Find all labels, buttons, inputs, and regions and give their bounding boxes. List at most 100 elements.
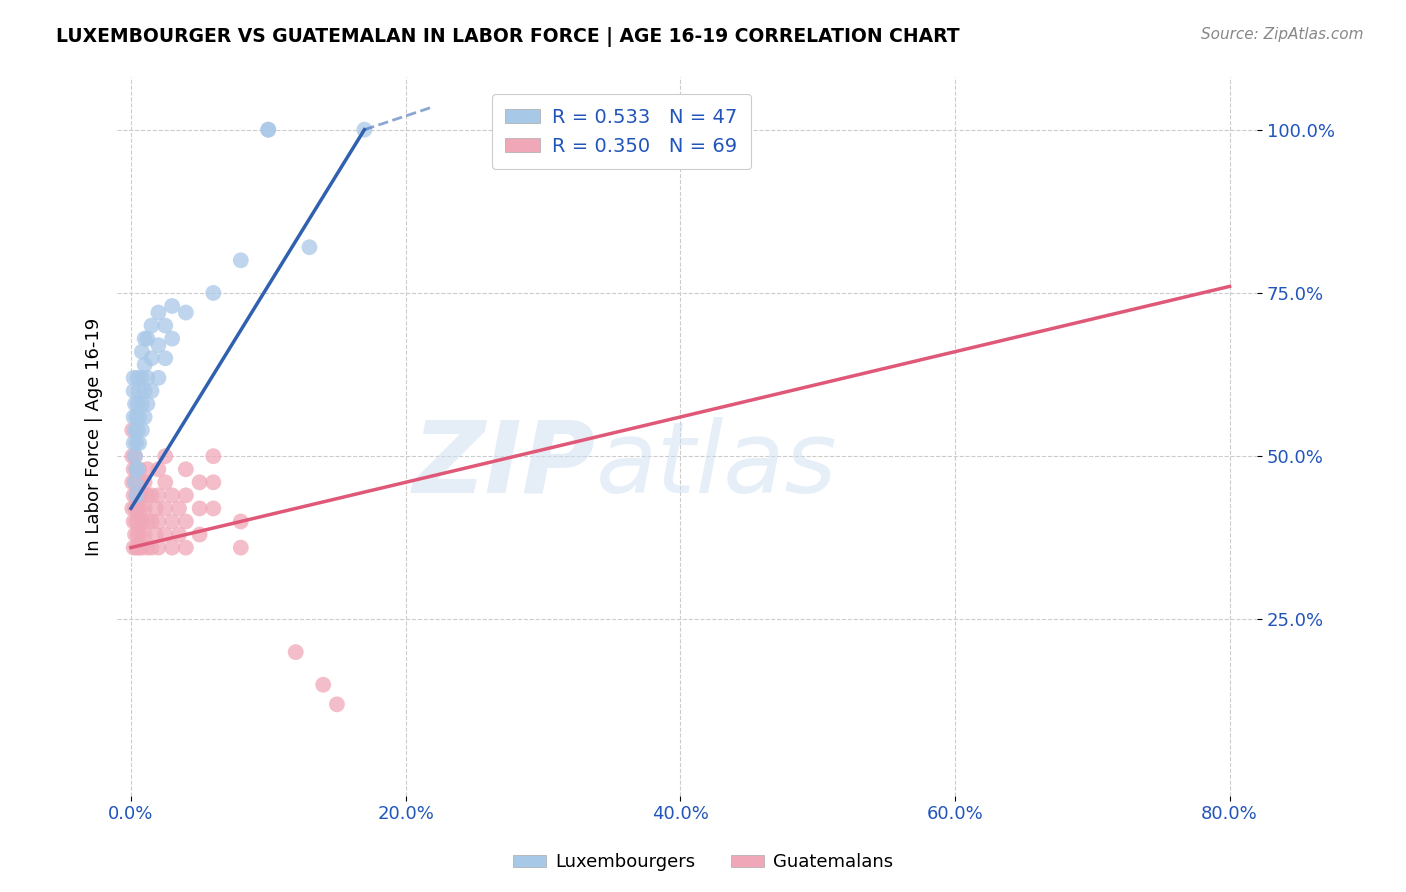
Point	[128, 384, 150, 398]
Point	[121, 475, 143, 490]
Y-axis label: In Labor Force | Age 16-19: In Labor Force | Age 16-19	[86, 318, 103, 556]
Point	[141, 384, 163, 398]
Point	[131, 423, 153, 437]
Point	[136, 371, 159, 385]
Point	[174, 541, 197, 555]
Point	[122, 541, 145, 555]
Point	[257, 122, 280, 136]
Point	[125, 462, 148, 476]
Point	[121, 501, 143, 516]
Point	[124, 397, 146, 411]
Point	[131, 541, 153, 555]
Point	[124, 527, 146, 541]
Point	[134, 409, 156, 424]
Text: atlas: atlas	[596, 417, 838, 514]
Point	[134, 475, 156, 490]
Point	[134, 358, 156, 372]
Point	[128, 488, 150, 502]
Point	[160, 299, 183, 313]
Point	[127, 462, 149, 476]
Point	[125, 409, 148, 424]
Point	[124, 423, 146, 437]
Point	[129, 527, 152, 541]
Point	[188, 527, 211, 541]
Point	[141, 541, 163, 555]
Point	[202, 449, 225, 463]
Point	[127, 423, 149, 437]
Point	[202, 475, 225, 490]
Point	[122, 515, 145, 529]
Point	[141, 515, 163, 529]
Point	[128, 515, 150, 529]
Point	[124, 449, 146, 463]
Point	[128, 541, 150, 555]
Text: Source: ZipAtlas.com: Source: ZipAtlas.com	[1201, 27, 1364, 42]
Point	[155, 475, 177, 490]
Point	[128, 409, 150, 424]
Point	[124, 475, 146, 490]
Point	[122, 462, 145, 476]
Point	[131, 344, 153, 359]
Point	[127, 397, 149, 411]
Point	[148, 371, 170, 385]
Point	[136, 462, 159, 476]
Point	[125, 541, 148, 555]
Point	[121, 449, 143, 463]
Point	[298, 240, 321, 254]
Point	[257, 122, 280, 136]
Point	[155, 351, 177, 366]
Point	[121, 423, 143, 437]
Point	[125, 515, 148, 529]
Point	[124, 449, 146, 463]
Point	[129, 501, 152, 516]
Point	[148, 541, 170, 555]
Point	[229, 541, 252, 555]
Point	[131, 397, 153, 411]
Point	[202, 285, 225, 300]
Point	[129, 475, 152, 490]
Point	[124, 475, 146, 490]
Point	[134, 384, 156, 398]
Point	[148, 338, 170, 352]
Point	[141, 318, 163, 333]
Point	[136, 397, 159, 411]
Point	[122, 409, 145, 424]
Point	[202, 501, 225, 516]
Point	[131, 488, 153, 502]
Point	[145, 527, 167, 541]
Point	[188, 475, 211, 490]
Text: LUXEMBOURGER VS GUATEMALAN IN LABOR FORCE | AGE 16-19 CORRELATION CHART: LUXEMBOURGER VS GUATEMALAN IN LABOR FORC…	[56, 27, 960, 46]
Point	[141, 351, 163, 366]
Point	[122, 488, 145, 502]
Point	[122, 384, 145, 398]
Text: ZIP: ZIP	[413, 417, 596, 514]
Point	[160, 332, 183, 346]
Point	[312, 678, 335, 692]
Point	[134, 527, 156, 541]
Point	[229, 515, 252, 529]
Point	[167, 501, 190, 516]
Point	[167, 527, 190, 541]
Point	[148, 488, 170, 502]
Legend: Luxembourgers, Guatemalans: Luxembourgers, Guatemalans	[506, 847, 900, 879]
Point	[136, 515, 159, 529]
Point	[125, 462, 148, 476]
Point	[160, 515, 183, 529]
Point	[174, 305, 197, 319]
Point	[125, 488, 148, 502]
Point	[148, 462, 170, 476]
Point	[124, 501, 146, 516]
Legend: R = 0.533   N = 47, R = 0.350   N = 69: R = 0.533 N = 47, R = 0.350 N = 69	[492, 95, 751, 169]
Point	[131, 371, 153, 385]
Point	[353, 122, 375, 136]
Point	[134, 332, 156, 346]
Point	[155, 449, 177, 463]
Point	[148, 305, 170, 319]
Point	[136, 488, 159, 502]
Point	[155, 318, 177, 333]
Point	[128, 436, 150, 450]
Point	[326, 698, 349, 712]
Point	[188, 501, 211, 516]
Point	[128, 462, 150, 476]
Point	[174, 462, 197, 476]
